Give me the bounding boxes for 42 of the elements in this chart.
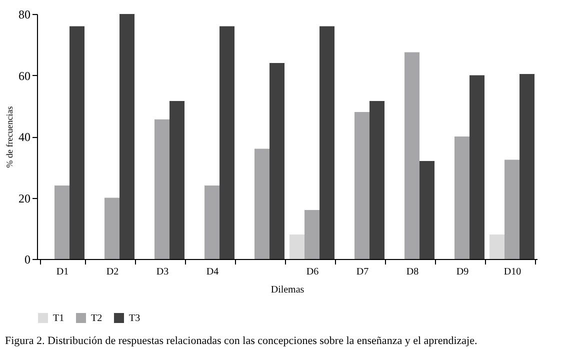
- y-tick-label: 40: [18, 130, 30, 144]
- y-tick-label: 0: [24, 252, 30, 266]
- bar: [220, 26, 234, 259]
- bar: [490, 234, 504, 259]
- bar: [290, 234, 304, 259]
- bar: [54, 186, 70, 259]
- y-tick-label: 60: [18, 68, 30, 83]
- bar: [304, 210, 320, 259]
- x-tick-label: D9: [456, 266, 469, 278]
- x-tick-label: D10: [504, 266, 522, 278]
- bar: [504, 160, 520, 259]
- x-tick-label: D7: [356, 266, 369, 278]
- x-tick-label: D3: [156, 266, 169, 278]
- x-tick-label: D2: [106, 266, 119, 278]
- legend-label: T1: [53, 313, 64, 324]
- bar: [520, 74, 534, 259]
- bar: [404, 52, 420, 259]
- y-axis-title: % de frecuencias: [4, 106, 14, 168]
- bar: [254, 148, 270, 259]
- bar: [270, 63, 284, 259]
- bar: [104, 198, 120, 259]
- legend-label: T2: [91, 313, 102, 324]
- x-tick-label: D1: [56, 266, 69, 278]
- bar: [470, 75, 484, 259]
- legend-label: T3: [129, 313, 140, 324]
- x-tick-label: D6: [306, 266, 319, 278]
- bar: [320, 26, 334, 259]
- text: Figura 2. Distribución de respuestas relacionadas con las concepciones sobre la enseñanza y el aprendizaje.: [5, 335, 478, 347]
- bar: [70, 26, 84, 259]
- bar: [170, 100, 184, 259]
- bar: [420, 161, 434, 259]
- y-tick-label: 80: [18, 8, 30, 22]
- x-tick-label: D8: [406, 266, 419, 278]
- bar: [154, 119, 170, 259]
- bar: [120, 14, 134, 259]
- x-axis-title: Dilemas: [270, 284, 304, 296]
- y-tick-label: 20: [18, 191, 30, 206]
- bar: [454, 136, 470, 259]
- x-tick-label: D4: [206, 266, 219, 278]
- bar: [354, 112, 370, 259]
- bar: [370, 100, 384, 259]
- bar: [204, 186, 220, 259]
